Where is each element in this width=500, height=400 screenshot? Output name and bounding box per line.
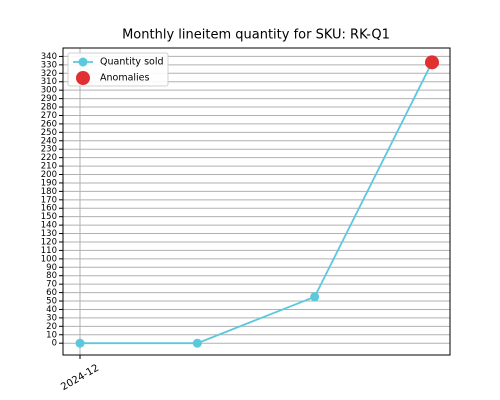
legend-label: Quantity sold [100, 57, 164, 68]
anomaly-marker [425, 55, 439, 70]
y-tick-label: 340 [41, 52, 57, 62]
y-tick-label: 120 [41, 237, 57, 247]
y-tick-label: 70 [46, 280, 57, 290]
legend-marker [78, 57, 88, 67]
legend-label: Anomalies [100, 73, 150, 84]
y-tick-label: 200 [41, 170, 57, 180]
y-tick-label: 250 [41, 128, 57, 138]
y-tick-label: 230 [41, 145, 57, 155]
y-tick-label: 10 [46, 330, 57, 340]
y-tick-label: 270 [41, 111, 57, 121]
plot-frame [62, 47, 451, 356]
y-tick-label: 30 [46, 313, 57, 323]
x-tick-label: 2024-12 [59, 363, 101, 393]
y-tick-label: 50 [46, 297, 57, 307]
y-tick-label: 180 [41, 187, 57, 197]
y-tick-label: 290 [41, 94, 57, 104]
y-tick-label: 40 [46, 305, 57, 315]
y-tick-label: 160 [41, 204, 57, 214]
y-tick-label: 190 [41, 178, 57, 188]
y-tick-label: 110 [41, 246, 57, 256]
y-tick-label: 90 [46, 263, 57, 273]
data-point [310, 292, 320, 302]
y-tick-label: 140 [41, 221, 57, 231]
y-tick-label: 80 [46, 271, 57, 281]
y-tick-label: 280 [41, 103, 57, 113]
data-point [192, 338, 202, 348]
y-tick-label: 60 [46, 288, 57, 298]
y-tick-label: 220 [41, 153, 57, 163]
y-tick-label: 320 [41, 69, 57, 79]
y-tick-label: 100 [41, 254, 57, 264]
y-tick-label: 240 [41, 136, 57, 146]
y-tick-label: 300 [41, 86, 57, 96]
chart-title: Monthly lineitem quantity for SKU: RK-Q1 [122, 28, 390, 43]
y-tick-label: 210 [41, 162, 57, 172]
legend-marker [76, 71, 90, 85]
y-tick-label: 260 [41, 119, 57, 129]
data-line [80, 61, 433, 345]
data-point [75, 338, 85, 348]
y-tick-label: 130 [41, 229, 57, 239]
y-tick-label: 150 [41, 212, 57, 222]
y-tick-label: 20 [46, 322, 57, 332]
y-tick-label: 170 [41, 195, 57, 205]
y-tick-label: 0 [52, 339, 57, 349]
y-tick-label: 330 [41, 60, 57, 70]
y-tick-label: 310 [41, 77, 57, 87]
